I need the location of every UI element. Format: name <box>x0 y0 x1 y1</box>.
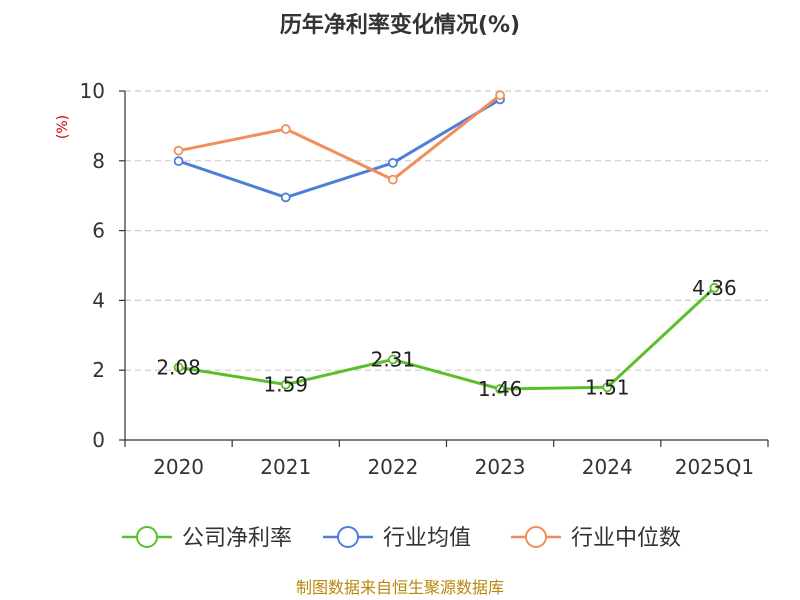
series-1-point[interactable] <box>173 156 184 167</box>
legend-item-1[interactable]: 行业均值 <box>323 526 471 551</box>
legend-swatch-marker <box>337 526 359 548</box>
data-label: 2.08 <box>156 355 201 379</box>
y-tick-label: 0 <box>92 428 105 452</box>
data-label: 1.46 <box>478 377 523 401</box>
series-0-point[interactable] <box>495 384 505 394</box>
series-layer: 2.08 1.59 2.31 1.46 1.51 4.36 <box>156 90 737 401</box>
x-tick-label: 2020 <box>153 455 204 479</box>
legend-label: 行业中位数 <box>571 526 681 551</box>
data-label: 1.59 <box>263 373 308 397</box>
x-tick-label: 2025Q1 <box>675 455 754 479</box>
y-tick-label: 6 <box>92 219 105 243</box>
series-0-point[interactable] <box>709 282 720 293</box>
series-0-point[interactable] <box>388 354 398 365</box>
x-tick-label: 2021 <box>260 455 311 479</box>
legend-item-0[interactable]: 公司净利率 <box>122 526 292 551</box>
series-2-line <box>178 94 502 182</box>
series-0: 2.08 1.59 2.31 1.46 1.51 4.36 <box>156 276 736 401</box>
y-tick-label: 10 <box>80 79 105 103</box>
legend-label: 行业均值 <box>383 526 471 551</box>
series-1 <box>173 94 505 203</box>
chart-title: 历年净利率变化情况(%) <box>280 12 520 38</box>
y-axis-unit: (%) <box>55 115 71 139</box>
axes: 0 2 4 6 8 10 2020 2021 2022 2023 2024 2025Q1 <box>80 79 769 479</box>
series-0-point[interactable] <box>602 382 613 393</box>
legend-label: 公司净利率 <box>182 526 292 551</box>
series-1-point[interactable] <box>280 192 291 203</box>
y-tick-label: 2 <box>92 358 105 382</box>
x-tick-label: 2024 <box>582 455 633 479</box>
y-tick-label: 4 <box>92 288 105 312</box>
series-0-line <box>178 286 716 391</box>
series-0-point[interactable] <box>173 362 184 373</box>
series-1-line <box>178 98 501 199</box>
source-note: 制图数据来自恒生聚源数据库 <box>296 578 504 597</box>
x-tick-label: 2023 <box>475 455 526 479</box>
legend[interactable]: 公司净利率 行业均值 行业中位数 <box>122 526 681 551</box>
data-label: 2.31 <box>371 347 416 371</box>
series-2 <box>173 90 505 185</box>
x-tick-label: 2022 <box>367 455 418 479</box>
legend-swatch-marker <box>525 526 547 548</box>
series-2-point[interactable] <box>388 174 398 185</box>
series-2-point[interactable] <box>173 145 184 156</box>
gridlines <box>125 90 768 371</box>
series-2-point[interactable] <box>280 124 291 134</box>
y-tick-label: 8 <box>92 149 105 173</box>
data-label: 4.36 <box>692 276 737 300</box>
legend-swatch-marker <box>136 526 158 548</box>
series-2-point[interactable] <box>495 90 505 101</box>
series-1-point[interactable] <box>388 157 398 168</box>
series-0-point[interactable] <box>280 379 291 390</box>
data-label: 1.51 <box>585 375 630 399</box>
legend-item-2[interactable]: 行业中位数 <box>511 526 681 551</box>
